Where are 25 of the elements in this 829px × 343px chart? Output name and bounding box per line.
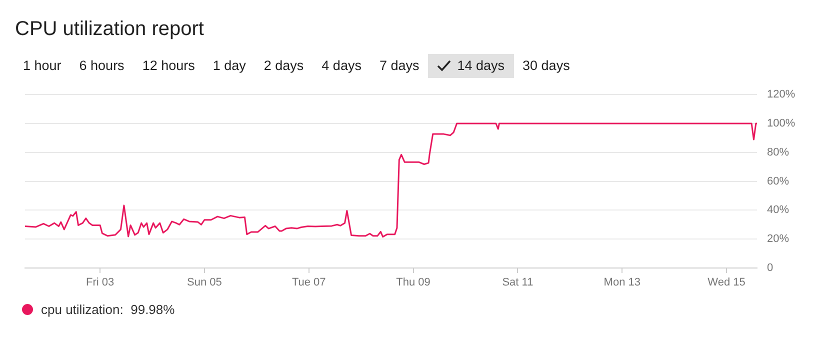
x-tick-label: Mon 13 [604,276,640,289]
y-tick-label: 60% [767,175,790,188]
chart-title: CPU utilization report [15,18,204,41]
text: 1 hour [23,58,62,74]
x-tick-label: Tue 07 [292,276,326,289]
x-tick-label: Sun 05 [187,276,222,289]
y-tick-label: 0 [767,262,774,274]
x-tick-label: Wed 15 [708,276,746,289]
y-tick-label: 120% [767,88,796,101]
x-tick-label: Thu 09 [396,276,430,289]
text: 2 days [264,58,304,74]
text: 12 hours [142,58,195,74]
text: 6 hours [79,58,124,74]
y-tick-label: 40% [767,204,790,216]
y-tick-label: 80% [767,146,790,158]
x-tick-label: Fri 03 [86,276,114,289]
text: 30 days [522,58,570,74]
text: 4 days [322,58,362,74]
legend-label: cpu utilization: 99.98% [41,302,175,317]
y-tick-label: 20% [767,233,790,246]
text: 1 day [212,58,246,74]
text: 14 days [457,58,505,74]
x-tick-label: Sat 11 [502,276,534,289]
text: 7 days [379,58,420,74]
y-tick-label: 100% [767,118,796,130]
